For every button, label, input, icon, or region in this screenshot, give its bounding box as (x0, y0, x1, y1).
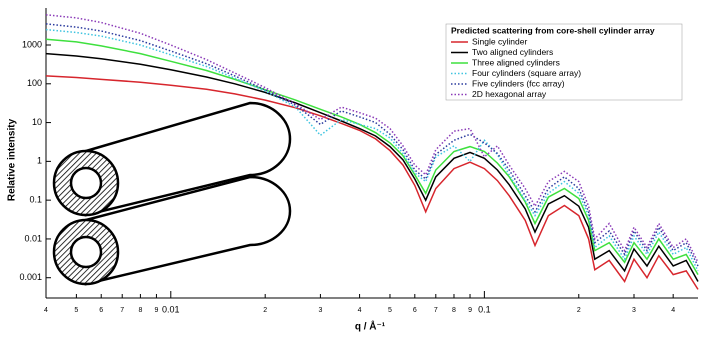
x-tick-label: 7 (434, 307, 438, 314)
x-tick-label: 4 (44, 307, 48, 314)
y-tick-label: 0.1 (29, 195, 42, 205)
x-tick-label: 9 (468, 307, 472, 314)
series-line (45, 75, 699, 290)
series-line (45, 52, 699, 282)
y-tick-label: 0.001 (19, 272, 42, 282)
y-tick-label: 0.01 (24, 233, 42, 243)
x-tick-label: 5 (388, 307, 392, 314)
y-tick-label: 10 (32, 117, 42, 127)
x-tick-label: 0.1 (478, 304, 491, 314)
x-tick-label: 9 (154, 307, 158, 314)
x-tick-label: 4 (358, 307, 362, 314)
x-tick-label: 3 (318, 307, 322, 314)
cylinder-illustration (52, 101, 292, 286)
x-axis-label: q / Å⁻¹ (355, 320, 386, 333)
legend-label: Two aligned cylinders (472, 47, 553, 57)
x-tick-label: 6 (99, 307, 103, 314)
legend-label: Three aligned cylinders (472, 57, 560, 67)
legend-box (445, 23, 683, 101)
legend-label: Four cylinders (square array) (472, 68, 581, 78)
x-tick-label: 6 (413, 307, 417, 314)
x-tick-label: 0.01 (162, 304, 180, 314)
legend-label: Single cylinder (472, 36, 527, 46)
x-tick-label: 2 (263, 307, 267, 314)
x-tick-label: 7 (120, 307, 124, 314)
x-tick-label: 8 (452, 307, 456, 314)
legend-title: Predicted scattering from core-shell cyl… (451, 25, 655, 35)
x-tick-label: 5 (74, 307, 78, 314)
y-tick-label: 1000 (22, 39, 42, 49)
x-tick-label: 4 (671, 307, 675, 314)
y-tick-label: 1 (37, 156, 42, 166)
series-line (45, 23, 699, 267)
y-tick-label: 100 (27, 78, 42, 88)
series-line (45, 38, 699, 275)
legend-label: Five cylinders (fcc array) (472, 78, 565, 88)
x-tick-label: 8 (138, 307, 142, 314)
x-tick-label: 3 (632, 307, 636, 314)
legend: Predicted scattering from core-shell cyl… (445, 23, 683, 101)
x-tick-label: 2 (577, 307, 581, 314)
legend-label: 2D hexagonal array (472, 89, 547, 99)
y-axis-label: Relative intensity (7, 118, 18, 201)
series-line (45, 14, 699, 263)
plot-area: 0.001 0.01 0.1 1 10 100 1000 4 5 6 7 8 9 0.01 2 3 4 5 6 7 8 9… (19, 8, 699, 314)
